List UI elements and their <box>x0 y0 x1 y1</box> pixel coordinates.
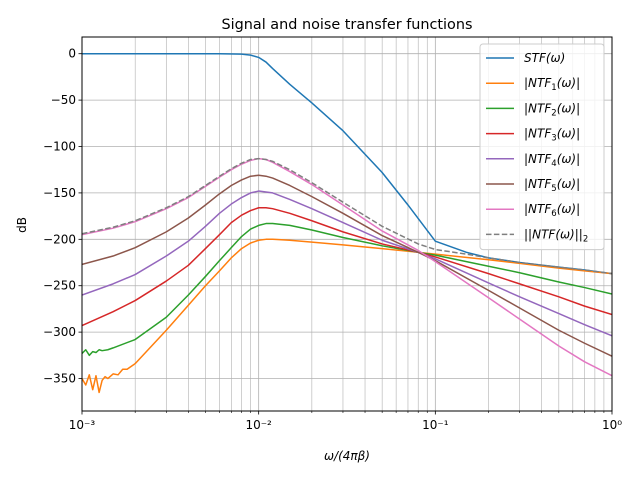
y-tick-label: −100 <box>43 140 76 154</box>
legend-label: |NTF4(ω)| <box>524 152 580 169</box>
series-line-7 <box>82 157 612 377</box>
x-tick-label: 10⁻² <box>245 418 272 432</box>
series-line-3 <box>82 222 612 357</box>
y-tick-label: −150 <box>43 186 76 200</box>
plot-frame <box>81 36 613 412</box>
legend: STF(ω) |NTF1(ω)| |NTF2(ω)| |NTF3(ω)| |NTF4(ω… <box>479 43 605 251</box>
y-tick-label: −250 <box>43 279 76 293</box>
series-layer <box>82 52 612 394</box>
x-tick-label: 10⁻³ <box>69 418 96 432</box>
y-tick-label: −300 <box>43 325 76 339</box>
series-line-6 <box>82 174 612 357</box>
y-tick-label: −350 <box>43 372 76 386</box>
legend-label: |NTF3(ω)| <box>524 127 580 144</box>
series-line-4 <box>82 207 612 327</box>
chart-title: Signal and noise transfer functions <box>222 17 473 33</box>
tick-layer: 10⁻³ 10⁻² 10⁻¹ 10⁰ 0 −50 −100 −150 −200 −250 −300 −… <box>43 47 622 432</box>
legend-label: ||NTF(ω)||2 <box>524 227 588 244</box>
x-tick-label: 10⁻¹ <box>422 418 449 432</box>
legend-label: STF(ω) <box>524 51 565 65</box>
y-tick-label: 0 <box>68 47 76 61</box>
series-line-8 <box>82 157 612 275</box>
legend-box <box>479 43 605 251</box>
y-tick-label: −50 <box>51 93 76 107</box>
x-axis-label: ω/(4πβ) <box>324 449 370 463</box>
legend-label: |NTF5(ω)| <box>524 177 580 194</box>
legend-label: |NTF6(ω)| <box>524 202 580 219</box>
legend-label: |NTF2(ω)| <box>524 101 580 118</box>
x-tick-label: 10⁰ <box>602 418 622 432</box>
y-tick-label: −200 <box>43 232 76 246</box>
y-axis-label: dB <box>15 217 29 233</box>
series-line-5 <box>82 190 612 337</box>
legend-label: |NTF1(ω)| <box>524 76 580 93</box>
